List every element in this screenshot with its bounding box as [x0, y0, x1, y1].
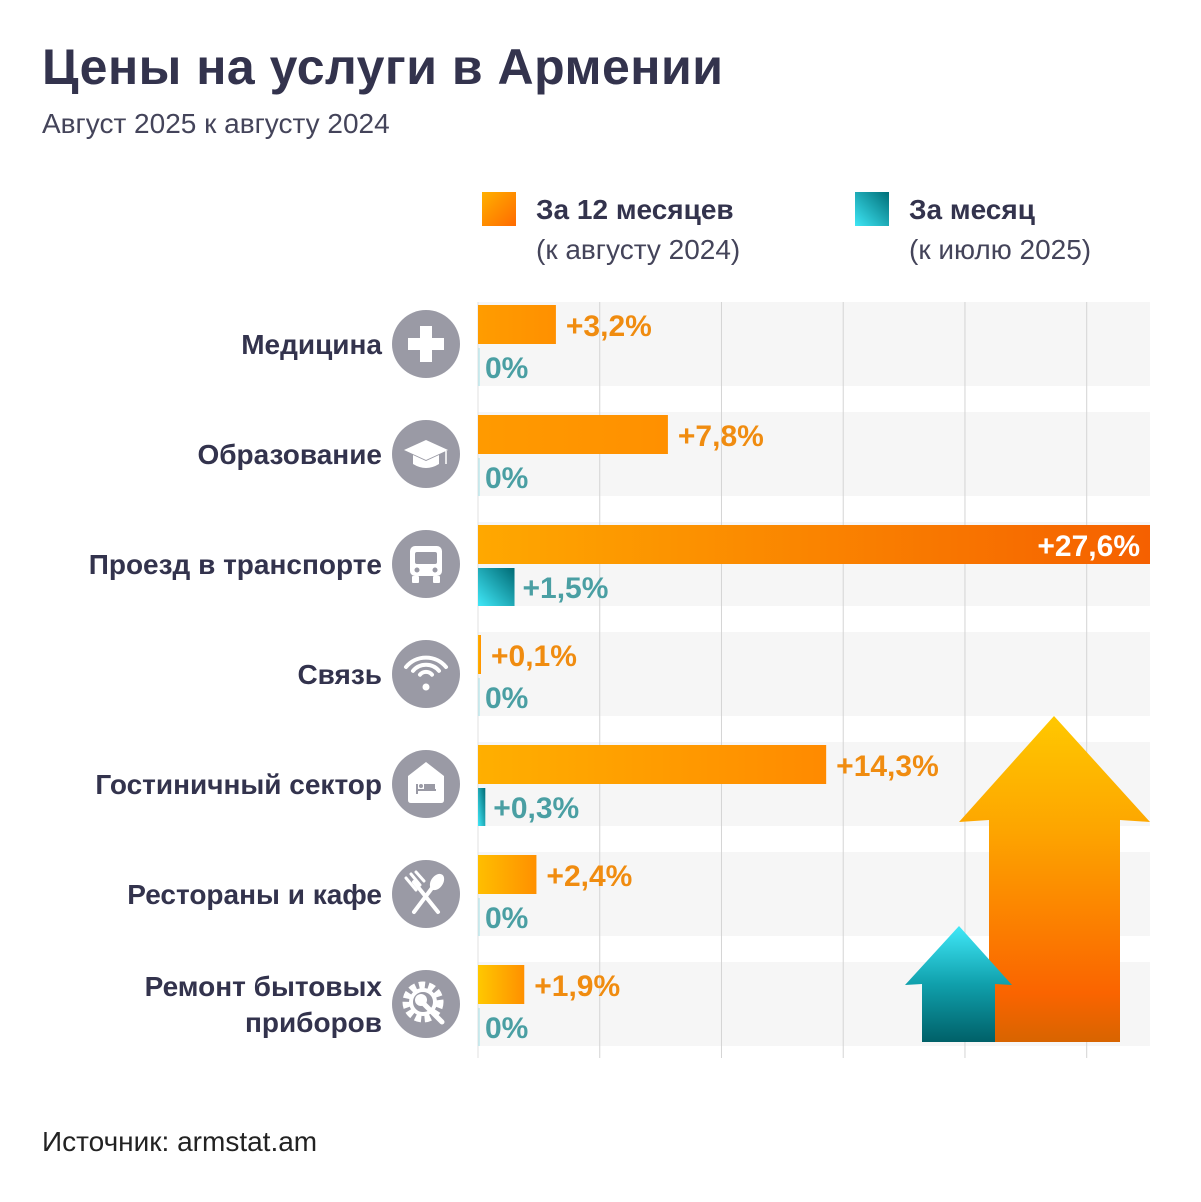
- teal-arrow-icon: [905, 926, 1012, 1042]
- bus-light: [414, 567, 420, 573]
- bar-annual: [478, 855, 537, 894]
- orange-arrow-icon: [959, 716, 1150, 1042]
- category-label: Гостиничный сектор: [95, 769, 382, 800]
- wifi-arc: [411, 662, 441, 673]
- medical-cross-icon: [392, 310, 460, 378]
- legend-sublabel: (к августу 2024): [536, 234, 741, 265]
- bar-annual: [478, 305, 556, 344]
- category-label: приборов: [245, 1007, 382, 1038]
- wifi-icon: [392, 640, 460, 708]
- row-band: [478, 302, 1150, 386]
- wifi-arc: [418, 669, 434, 677]
- value-label-annual: +3,2%: [566, 310, 652, 343]
- bed-blanket: [424, 784, 435, 789]
- wrench-handle: [421, 1001, 445, 1025]
- value-label-monthly: 0%: [485, 462, 528, 495]
- value-label-annual: +27,6%: [1037, 530, 1140, 563]
- legend-swatch-monthly: [855, 192, 889, 226]
- value-label-annual: +1,9%: [534, 970, 620, 1003]
- value-label-annual: +7,8%: [678, 420, 764, 453]
- hotel-bed-icon: [392, 750, 460, 818]
- cross-shape: [408, 326, 444, 362]
- spoon-bowl: [429, 873, 445, 891]
- category-label: Рестораны и кафе: [127, 879, 382, 910]
- bed-pillow: [419, 784, 423, 788]
- value-label-annual: +0,1%: [491, 640, 577, 673]
- value-label-monthly: 0%: [485, 1012, 528, 1045]
- wifi-arc: [404, 655, 448, 669]
- decorative-arrows: [905, 716, 1150, 1042]
- gear-ring: [409, 988, 437, 1016]
- bar-monthly: [478, 788, 486, 826]
- category-label: Связь: [297, 659, 382, 690]
- spoon-handle: [412, 886, 434, 914]
- value-label-annual: +2,4%: [546, 860, 632, 893]
- category-label: Ремонт бытовых: [145, 971, 383, 1002]
- bus-icon: [392, 530, 460, 598]
- cap-base: [413, 455, 439, 468]
- legend-label: За 12 месяцев: [536, 194, 734, 225]
- value-label-annual: +14,3%: [836, 750, 939, 783]
- page-subtitle: Август 2025 к августу 2024: [42, 108, 390, 139]
- fork-tines: [404, 870, 426, 892]
- value-label-monthly: 0%: [485, 902, 528, 935]
- value-label-monthly: 0%: [485, 352, 528, 385]
- bar-annual: [478, 415, 668, 454]
- legend-swatch-annual: [482, 192, 516, 226]
- gear-wrench-icon: [392, 970, 460, 1038]
- value-label-monthly: +0,3%: [493, 792, 579, 825]
- bus-wheel: [412, 576, 419, 583]
- bar-annual: [478, 635, 481, 674]
- bar-monthly: [478, 568, 515, 606]
- bed-frame: [416, 789, 436, 791]
- legend-label: За месяц: [909, 194, 1035, 225]
- graduation-cap-icon: [392, 420, 460, 488]
- wrench-head: [415, 994, 427, 1006]
- category-label: Медицина: [241, 329, 382, 360]
- value-label-monthly: 0%: [485, 682, 528, 715]
- bar-annual: [478, 745, 827, 784]
- bus-wheel: [433, 576, 440, 583]
- value-label-monthly: +1,5%: [523, 572, 609, 605]
- legend-sublabel: (к июлю 2025): [909, 234, 1092, 265]
- page-title: Цены на услуги в Армении: [42, 39, 724, 95]
- source-note: Источник: armstat.am: [42, 1126, 318, 1157]
- icon-circle: [392, 640, 460, 708]
- cap-top: [404, 440, 448, 460]
- category-label: Проезд в транспорте: [89, 549, 382, 580]
- bus-window: [415, 552, 437, 564]
- category-label: Образование: [197, 439, 382, 470]
- bar-annual: [478, 525, 1150, 564]
- row-band: [478, 632, 1150, 716]
- gear-teeth: [402, 981, 444, 1023]
- bar-annual: [478, 965, 525, 1004]
- fork-spoon-icon: [392, 860, 460, 928]
- wifi-dot: [422, 683, 430, 691]
- bus-light: [432, 567, 438, 573]
